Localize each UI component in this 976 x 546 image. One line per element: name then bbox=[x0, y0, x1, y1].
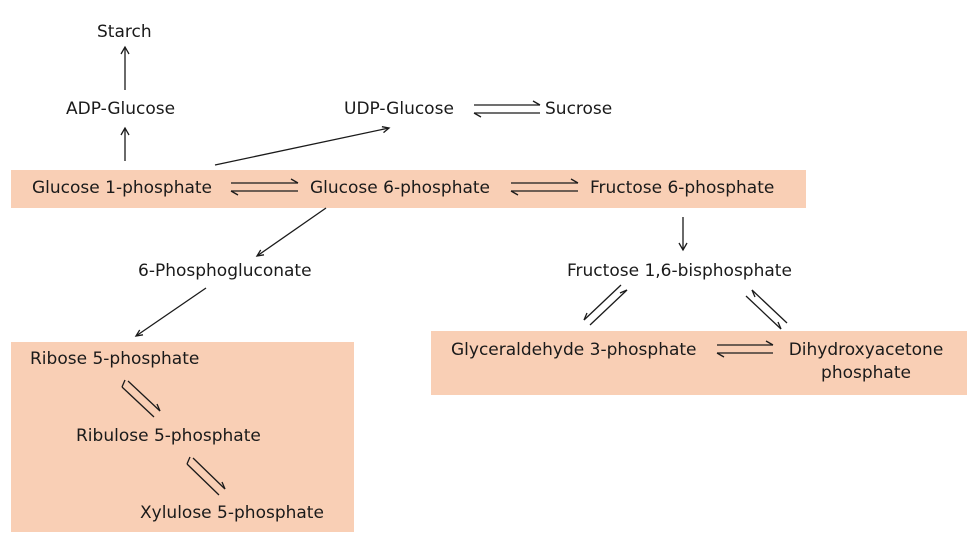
node-glyceraldehyde-3-phosphate: Glyceraldehyde 3-phosphate bbox=[451, 340, 697, 360]
node-adp-glucose: ADP-Glucose bbox=[66, 99, 176, 119]
dihydroxyacetone-line-2: phosphate bbox=[821, 363, 911, 383]
node-fructose-1-6-bisphosphate: Fructose 1,6-bisphosphate bbox=[567, 261, 792, 281]
arrow-fructose-6p-to-fructose-1-6-bp bbox=[678, 217, 688, 252]
node-glucose-6-phosphate: Glucose 6-phosphate bbox=[310, 178, 491, 198]
node-udp-glucose: UDP-Glucose bbox=[344, 99, 454, 119]
node-starch: Starch bbox=[97, 22, 152, 42]
node-sucrose: Sucrose bbox=[545, 99, 613, 119]
triose-phosphate-box bbox=[431, 331, 967, 395]
node-ribose-5-phosphate: Ribose 5-phosphate bbox=[30, 349, 200, 369]
arrow-ribose-5p-ribulose-5p bbox=[121, 379, 161, 418]
arrow-glucose-6p-to-6-phosphogluconate bbox=[255, 207, 327, 257]
arrow-ribulose-5p-xylulose-5p bbox=[186, 456, 226, 496]
arrow-6-phosphogluconate-to-ribose-5p bbox=[134, 287, 207, 337]
arrow-glucose-1p-glucose-6p bbox=[230, 178, 299, 196]
pentose-phosphate-box bbox=[11, 342, 354, 532]
node-xylulose-5-phosphate: Xylulose 5-phosphate bbox=[140, 503, 324, 523]
arrow-fructose-bp-dihydroxyacetone-p bbox=[745, 289, 788, 330]
arrow-fructose-bp-glyceraldehyde-3p bbox=[583, 284, 628, 326]
arrow-glucose-6p-fructose-6p bbox=[510, 178, 579, 196]
arrow-glucose-1p-to-udp-glucose bbox=[214, 126, 391, 166]
arrow-glucose-1p-to-adp-glucose bbox=[120, 126, 130, 161]
arrow-glyceraldehyde-3p-dihydroxyacetone-p bbox=[716, 340, 774, 358]
node-6-phosphogluconate: 6-Phosphogluconate bbox=[138, 261, 312, 281]
node-ribulose-5-phosphate: Ribulose 5-phosphate bbox=[76, 426, 261, 446]
hexose-phosphate-box bbox=[11, 170, 806, 208]
node-dihydroxyacetone-phosphate: Dihydroxyacetone phosphate bbox=[780, 340, 952, 383]
arrow-udp-glucose-sucrose bbox=[473, 100, 541, 118]
dihydroxyacetone-line-1: Dihydroxyacetone bbox=[788, 340, 944, 360]
node-fructose-6-phosphate: Fructose 6-phosphate bbox=[590, 178, 775, 198]
arrow-adp-glucose-to-starch bbox=[120, 45, 130, 90]
node-glucose-1-phosphate: Glucose 1-phosphate bbox=[32, 178, 213, 198]
